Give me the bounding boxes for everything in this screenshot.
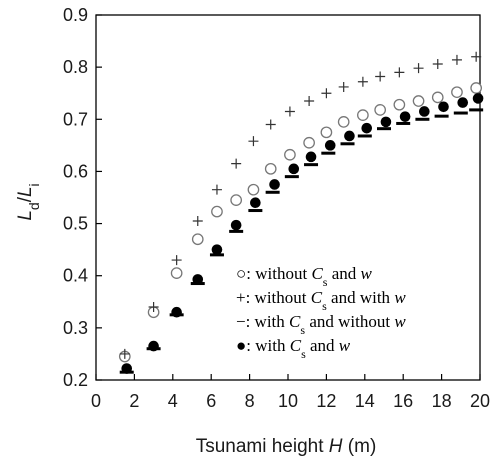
data-point (432, 59, 443, 70)
y-tick-label: 0.4 (63, 266, 88, 286)
data-point (170, 267, 183, 279)
data-point (380, 116, 392, 128)
x-tick-label: 20 (470, 391, 490, 411)
legend-entry: −: with Cs and without w (236, 312, 406, 337)
data-point (250, 197, 261, 209)
data-point (192, 274, 204, 285)
data-point (399, 111, 411, 122)
x-tick-label: 12 (316, 391, 336, 411)
data-point (284, 148, 296, 161)
data-point (413, 63, 424, 74)
data-point (231, 158, 242, 169)
data-point (320, 126, 333, 139)
series-plus (119, 51, 482, 359)
data-point (121, 363, 133, 374)
data-point (248, 136, 259, 147)
data-point (192, 215, 203, 226)
data-point (361, 122, 373, 134)
data-point (305, 151, 317, 163)
data-point (457, 97, 469, 108)
y-tick-label: 0.3 (63, 318, 88, 338)
x-tick-label: 2 (129, 391, 139, 411)
x-axis: 0 2 4 6 8 10 12 14 16 18 20 (91, 374, 490, 411)
x-tick-label: 16 (393, 391, 413, 411)
data-point (191, 233, 204, 246)
y-axis: 0.2 0.3 0.4 0.5 0.6 0.7 0.8 0.9 (63, 5, 102, 390)
data-point (303, 136, 315, 149)
series-open-circle (118, 82, 483, 363)
y-tick-label: 0.7 (63, 109, 88, 129)
data-point (288, 163, 300, 175)
data-point (148, 340, 159, 352)
data-point (338, 81, 349, 92)
legend-entry: ●: with Cs and w (236, 336, 351, 361)
data-point (357, 109, 369, 121)
data-point (284, 106, 295, 117)
data-point (269, 179, 280, 190)
x-tick-label: 14 (355, 391, 375, 411)
data-point (230, 194, 243, 206)
data-point (264, 162, 277, 175)
data-point (472, 93, 484, 104)
y-tick-label: 0.6 (63, 161, 88, 181)
data-point (265, 119, 276, 130)
x-tick-label: 10 (278, 391, 298, 411)
x-tick-label: 8 (245, 391, 255, 411)
y-tick-label: 0.2 (63, 370, 88, 390)
data-point (471, 51, 482, 62)
data-point (357, 76, 368, 87)
data-point (431, 91, 444, 104)
data-point (344, 130, 355, 142)
data-point (211, 184, 222, 195)
data-point (419, 106, 430, 117)
data-point (321, 88, 332, 99)
data-point (324, 140, 336, 151)
data-point (412, 95, 425, 107)
x-tick-label: 0 (91, 391, 101, 411)
x-tick-label: 6 (206, 391, 216, 411)
data-point (375, 71, 386, 82)
data-point (148, 302, 159, 312)
x-tick-label: 18 (432, 391, 452, 411)
legend-entry: +: without Cs and with w (236, 288, 406, 313)
data-point (171, 306, 182, 318)
data-point (211, 205, 223, 218)
y-tick-label: 0.9 (63, 5, 88, 25)
data-point (211, 244, 223, 255)
data-point (230, 219, 242, 231)
data-point (171, 255, 182, 266)
data-point (337, 116, 350, 128)
data-point (304, 96, 315, 107)
data-point (119, 348, 130, 359)
data-point (394, 67, 405, 78)
series-filled-circle (121, 93, 484, 374)
x-tick-label: 4 (168, 391, 178, 411)
data-point (438, 101, 449, 113)
x-axis-label: Tsunami height H (m) (196, 436, 377, 457)
data-point (451, 86, 463, 99)
data-point (374, 104, 387, 116)
data-point (451, 54, 462, 65)
legend: ○: without Cs and w+: without Cs and wit… (236, 264, 406, 361)
y-tick-label: 0.5 (63, 214, 88, 234)
data-point (470, 82, 483, 94)
data-series (118, 51, 484, 374)
data-point (393, 98, 406, 111)
data-point (247, 183, 260, 196)
y-axis-label: Ld/Li (15, 183, 42, 220)
y-tick-label: 0.8 (63, 57, 88, 77)
legend-entry: ○: without Cs and w (236, 264, 373, 289)
